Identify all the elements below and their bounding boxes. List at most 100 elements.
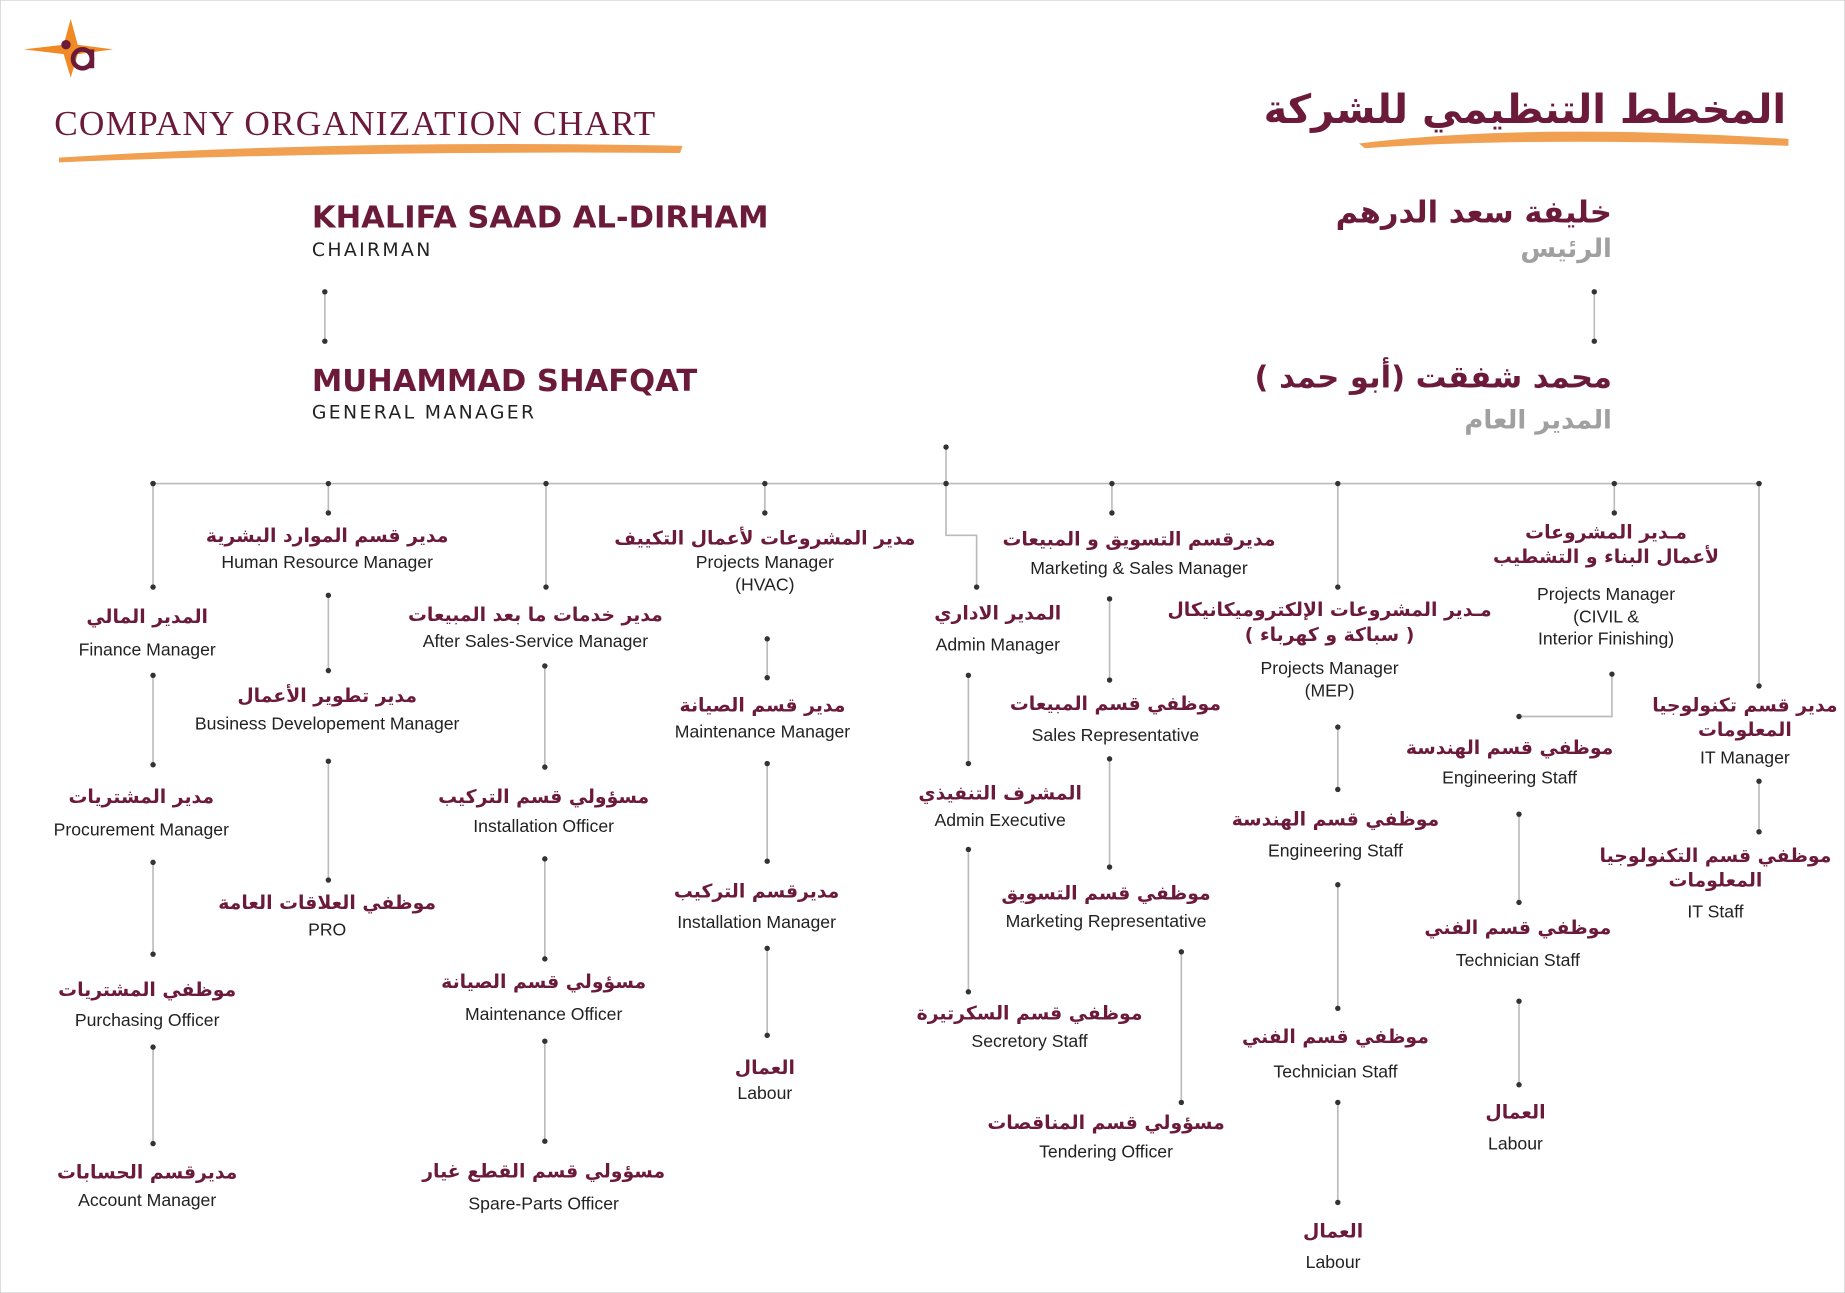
connector-dot — [542, 663, 548, 669]
node-title-ar: مديرقسم التسويق و المبيعات — [1002, 530, 1275, 551]
connector-dot — [542, 764, 548, 770]
connector-dot — [325, 758, 332, 764]
org-node: مديرقسم التركيب Installation Manager — [674, 881, 839, 932]
org-node: موظفي المشتريات Purchasing Officer — [58, 980, 236, 1030]
node-title-en: Admin Manager — [936, 635, 1061, 655]
org-node: موظفي قسم الفني Technician Staff — [1242, 1027, 1429, 1081]
connector-dot — [1756, 778, 1762, 784]
node-title-en: Technician Staff — [1456, 950, 1580, 970]
node-title-ar: مسؤولي قسم التركيب — [438, 787, 649, 808]
org-node: مسؤولي قسم القطع غيار Spare-Parts Officer — [421, 1161, 665, 1213]
node-title-ar: المعلومات — [1669, 871, 1763, 892]
connector-dot — [543, 584, 549, 590]
title-ar: المخطط التنظيمي للشركة — [1264, 87, 1786, 133]
connector-dot — [973, 584, 980, 590]
node-title-ar: مـدير المشروعات الإلكتروميكانيكال — [1167, 600, 1491, 621]
connector-dot — [1178, 949, 1185, 955]
node-title-en: Labour — [1488, 1133, 1543, 1153]
node-title-en: Installation Officer — [473, 816, 614, 836]
node-title-ar: مـدير المشروعات — [1525, 522, 1687, 543]
nodes: المدير المالي Finance Manager مدير المشتري… — [54, 522, 1838, 1272]
connector-dot — [1591, 289, 1598, 295]
org-node: المشرف التنفيذي Admin Executive — [918, 784, 1082, 830]
connector-dot — [1335, 584, 1341, 590]
connector-dot — [1516, 713, 1522, 720]
node-title-ar: مسؤولي قسم الصيانة — [441, 972, 646, 993]
node-title-en: Procurement Manager — [54, 819, 229, 839]
node-title-en: Maintenance Officer — [465, 1004, 623, 1024]
connector-dot — [764, 858, 770, 864]
org-node: مدير المشتريات Procurement Manager — [54, 787, 229, 839]
connector-dot — [1335, 786, 1341, 793]
org-node: المدير الاداري Admin Manager — [934, 604, 1061, 655]
node-title-ar: مدير قسم الصيانة — [680, 695, 846, 716]
node-title-en: IT Manager — [1700, 748, 1790, 768]
connector-dot — [1591, 338, 1598, 344]
connector — [945, 483, 978, 588]
connector-dot — [764, 1032, 770, 1039]
org-node: مسؤولي قسم التركيب Installation Officer — [438, 787, 649, 836]
connector-dot — [1178, 1099, 1185, 1106]
connector-dot — [1611, 510, 1618, 516]
org-node: العمال Labour — [735, 1058, 795, 1103]
node-title-en: Projects Manager — [696, 552, 834, 572]
node-title-en: Interior Finishing) — [1538, 629, 1674, 649]
org-node: مديرقسم الحسابات Account Manager — [57, 1162, 237, 1209]
chairman-name: KHALIFA SAAD AL-DIRHAM — [312, 200, 769, 235]
connector-dot — [965, 846, 972, 853]
connector-dot — [325, 592, 332, 599]
chairman-role-ar: الرئيس — [1520, 234, 1612, 264]
connector-dot — [762, 480, 768, 487]
connector-dot — [764, 674, 770, 681]
org-node: موظفي قسم التكنولوجيا المعلومات IT Staff — [1600, 846, 1832, 922]
org-node: موظفي قسم التسويق Marketing Representativ… — [1001, 884, 1210, 931]
org-node: موظفي قسم الفني Technician Staff — [1424, 918, 1611, 970]
connector-dot — [1335, 1099, 1341, 1106]
node-title-ar: موظفي قسم التكنولوجيا — [1600, 846, 1832, 867]
connector-dot — [1516, 811, 1522, 817]
connector-dot — [150, 584, 156, 590]
connector-dot — [1106, 596, 1113, 602]
node-title-ar: موظفي قسم السكرتيرة — [917, 1004, 1143, 1025]
connector-dot — [1611, 480, 1618, 487]
org-node: مـدير المشروعات الإلكتروميكانيكال ( سباكة… — [1167, 600, 1491, 700]
connector-dot — [1756, 480, 1762, 487]
node-title-ar: موظفي قسم الفني — [1242, 1027, 1429, 1048]
node-title-ar: العمال — [1303, 1221, 1363, 1242]
connector-dot — [1609, 671, 1615, 677]
node-title-en: Marketing Representative — [1006, 911, 1207, 931]
node-title-en: Technician Staff — [1273, 1062, 1397, 1082]
node-title-en: Labour — [737, 1083, 792, 1103]
connector-dot — [1106, 756, 1113, 762]
node-title-ar: المدير المالي — [86, 607, 208, 628]
node-title-ar: المشرف التنفيذي — [918, 784, 1082, 806]
org-node: موظفي العلاقات العامة PRO — [218, 893, 436, 939]
node-title-en: Installation Manager — [677, 912, 836, 932]
connector-dot — [150, 480, 156, 487]
connector-dot — [1335, 1005, 1341, 1011]
connector-dot — [325, 877, 332, 883]
chairman-name-ar: خليفة سعد الدرهم — [1336, 196, 1612, 231]
connector-dot — [150, 1140, 156, 1147]
connector-dot — [762, 510, 768, 516]
connector-dot — [150, 1044, 156, 1050]
node-title-ar: مدير قسم تكنولوجيا — [1652, 695, 1837, 716]
node-title-en: (HVAC) — [735, 575, 794, 595]
node-title-en: Secretory Staff — [971, 1031, 1087, 1051]
connector-dot — [1335, 480, 1341, 487]
node-title-ar: موظفي قسم الهندسة — [1406, 738, 1613, 759]
node-title-en: Purchasing Officer — [75, 1010, 220, 1030]
connector-dot — [150, 762, 156, 768]
connector-dot — [1335, 1199, 1341, 1206]
node-title-en: Finance Manager — [79, 639, 216, 659]
connector-dot — [542, 956, 548, 962]
connector-dot — [150, 859, 156, 866]
org-node: مديرقسم التسويق و المبيعات Marketing & Sa… — [1002, 530, 1275, 579]
node-title-en: Labour — [1306, 1252, 1361, 1272]
title-underline — [58, 143, 683, 163]
connector-dot — [965, 760, 972, 767]
connector-dot — [325, 510, 332, 516]
